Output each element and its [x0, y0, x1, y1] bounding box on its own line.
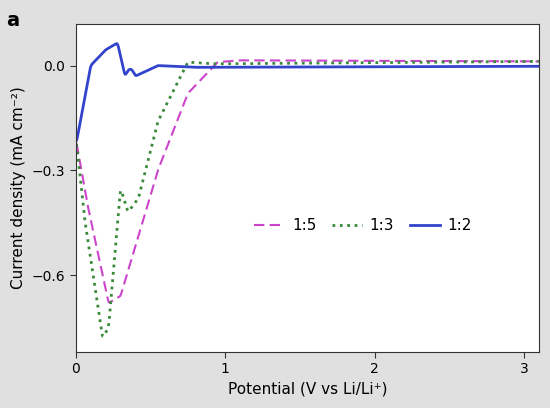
X-axis label: Potential (V vs Li/Li⁺): Potential (V vs Li/Li⁺) [228, 382, 387, 397]
Text: a: a [6, 11, 19, 29]
Y-axis label: Current density (mA cm⁻²): Current density (mA cm⁻²) [11, 86, 26, 289]
Legend: 1:5, 1:3, 1:2: 1:5, 1:3, 1:2 [248, 212, 478, 239]
